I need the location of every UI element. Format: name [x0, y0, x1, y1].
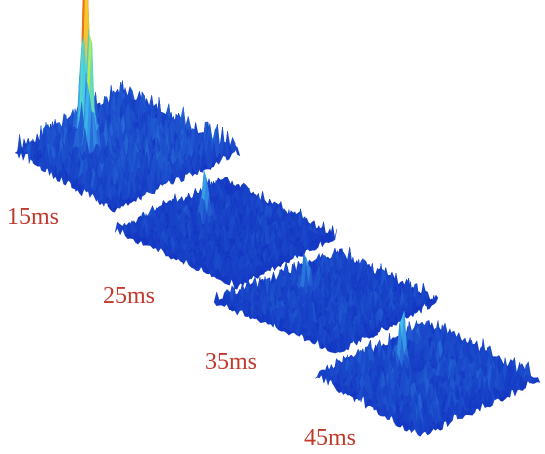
surface-panel-15ms	[14, 0, 241, 213]
surface-plots	[14, 0, 541, 437]
